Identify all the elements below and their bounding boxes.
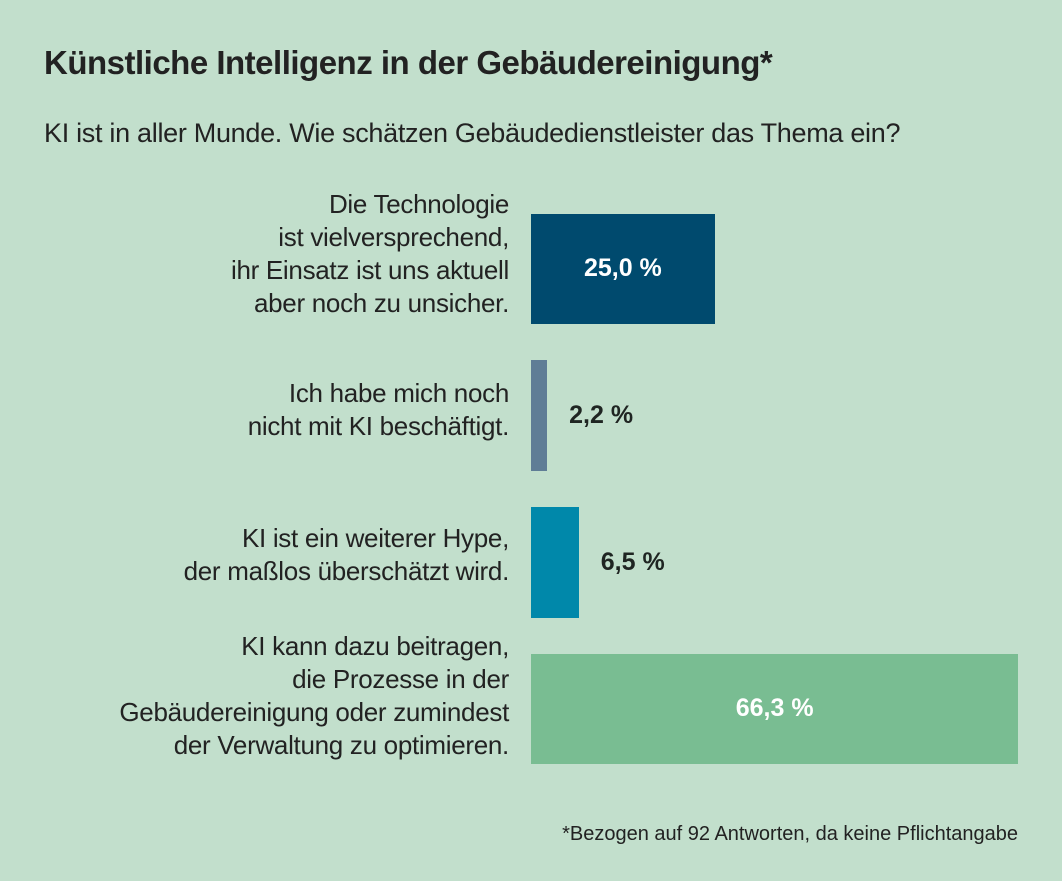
bar [531, 214, 715, 324]
category-label: KI ist ein weiterer Hype, der maßlos übe… [183, 523, 510, 586]
category-label: Ich habe mich noch nicht mit KI beschäft… [247, 378, 510, 441]
value-label: 66,3 % [735, 694, 814, 722]
category-label: Die Technologie ist vielversprechend, ih… [230, 189, 509, 318]
bar [531, 507, 579, 618]
value-label: 6,5 % [600, 547, 665, 576]
chart-subtitle: KI ist in aller Munde. Wie schätzen Gebä… [44, 118, 901, 148]
chart-title: Künstliche Intelligenz in der Gebäuderei… [44, 44, 773, 81]
value-label: 25,0 % [583, 254, 662, 282]
footnote: *Bezogen auf 92 Antworten, da keine Pfli… [562, 823, 1018, 845]
value-label: 2,2 % [569, 400, 634, 429]
bar [531, 360, 548, 471]
bar [531, 654, 1019, 764]
category-label: KI kann dazu beitragen, die Prozesse in … [119, 631, 509, 760]
